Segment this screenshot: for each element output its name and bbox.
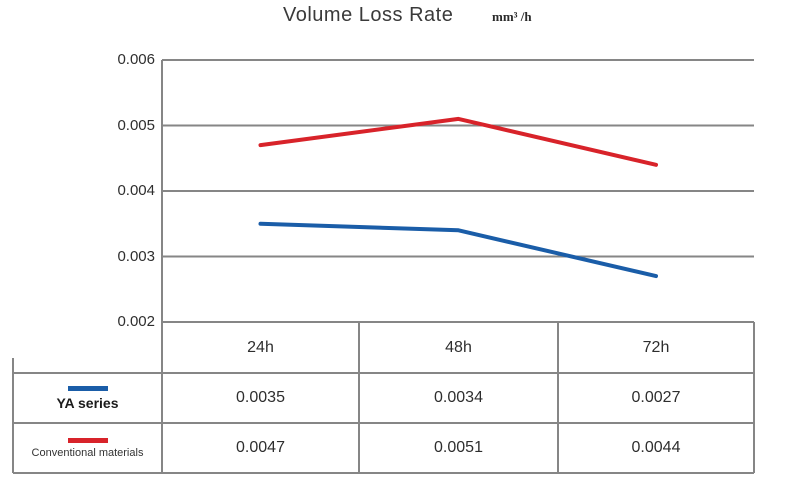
series-line-0	[258, 221, 658, 279]
chart-unit-label: mm³ /h	[492, 9, 532, 24]
chart-title: Volume Loss Rate	[283, 4, 454, 26]
series-line-1	[258, 116, 658, 167]
